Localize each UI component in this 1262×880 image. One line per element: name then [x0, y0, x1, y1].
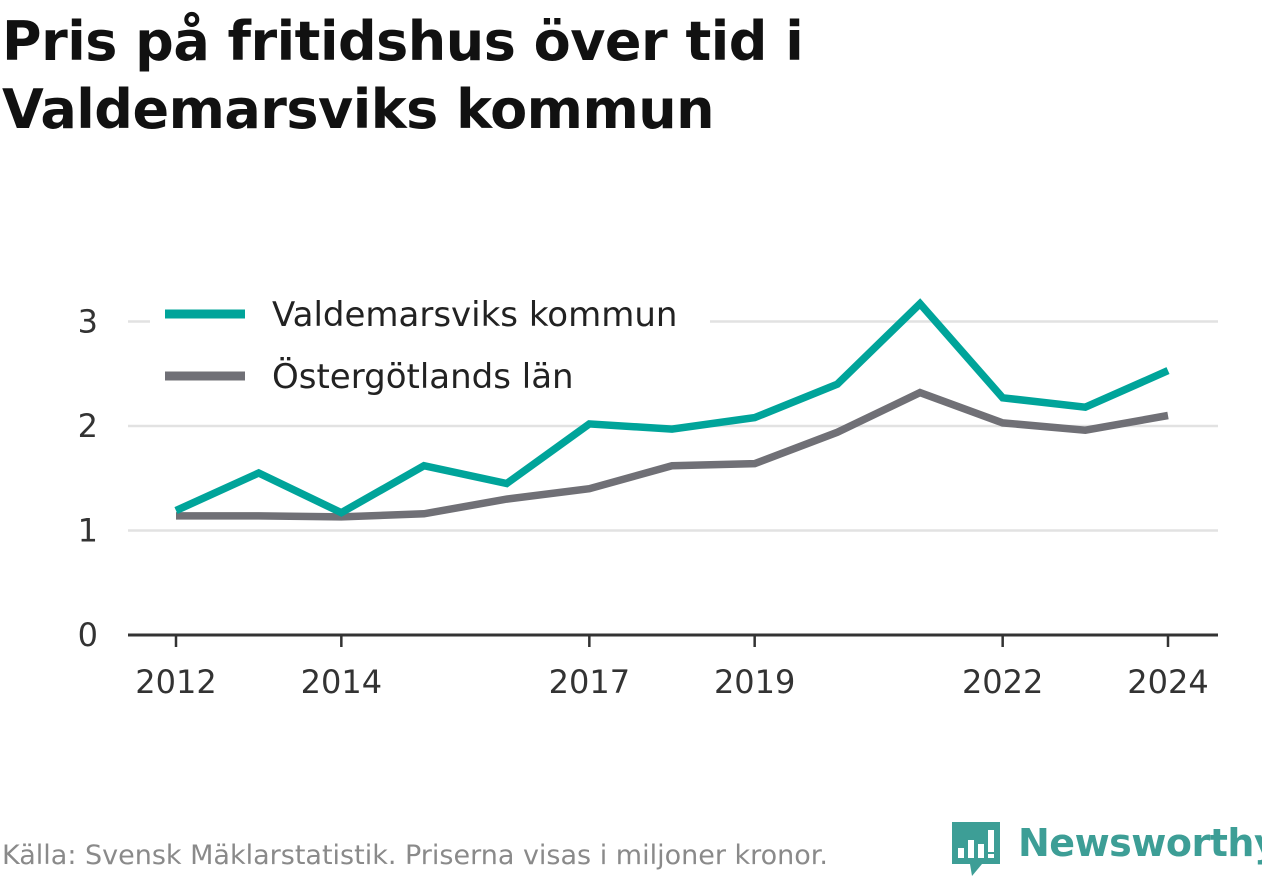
series-lines [174, 298, 1170, 521]
brand-logo: Newsworthy [950, 818, 1262, 878]
chart-title: Pris på fritidshus över tid i Valdemarsv… [2, 10, 804, 141]
y-tick-label: 0 [78, 616, 98, 654]
x-tick-label: 2024 [1127, 663, 1208, 701]
x-tick-label: 2022 [962, 663, 1043, 701]
brand-name: Newsworthy [1018, 821, 1262, 865]
y-tick-label: 1 [78, 512, 98, 550]
x-tick-label: 2012 [135, 663, 216, 701]
legend-label: Östergötlands län [272, 356, 574, 397]
legend-label: Valdemarsviks kommun [272, 295, 677, 335]
x-tick-label: 2019 [714, 663, 795, 701]
series-line [174, 298, 1170, 517]
x-tick-label: 2014 [301, 663, 382, 701]
series-line [176, 388, 1169, 521]
x-tick-label: 2017 [549, 663, 630, 701]
x-axis: 2012 2014 2017 2019 2022 2024 [128, 633, 1218, 701]
y-axis-ticks: 0 1 2 3 [78, 303, 98, 655]
y-tick-label: 2 [78, 407, 98, 445]
newsworthy-logo-icon [952, 822, 1000, 876]
line-chart: 0 1 2 3 2012 2014 2017 2019 2022 2024 Valdemarsv… [77, 288, 1218, 701]
legend: Valdemarsviks kommun Östergötlands län [150, 288, 710, 398]
y-tick-label: 3 [78, 303, 98, 341]
source-note: Källa: Svensk Mäklarstatistik. Priserna … [2, 840, 829, 871]
